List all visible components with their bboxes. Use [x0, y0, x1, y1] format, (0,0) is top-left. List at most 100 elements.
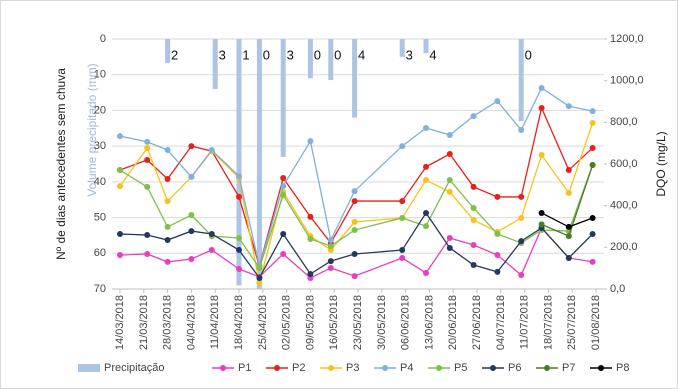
y-tick-label: 60	[94, 247, 106, 259]
series-point	[164, 176, 171, 182]
series-point	[494, 98, 501, 105]
series-point	[280, 251, 287, 257]
precipitation-bar	[399, 39, 405, 57]
series-point	[307, 236, 314, 242]
series-point	[144, 138, 151, 145]
dry-days-label: 4	[429, 47, 436, 62]
legend-label: P2	[292, 362, 305, 374]
x-tick-label: 11/04/2018	[209, 295, 221, 349]
y-tick-label: 70	[94, 283, 106, 295]
precipitation-bar	[212, 39, 218, 89]
series-point	[117, 183, 123, 190]
precipitation-bar	[328, 39, 334, 81]
series-point	[518, 238, 525, 245]
legend-label: Precipitação	[104, 362, 165, 374]
series-point	[280, 231, 287, 237]
x-tick-label: 09/05/2018	[304, 295, 316, 350]
x-tick-label: 16/05/2018	[328, 295, 340, 350]
legend-marker	[382, 365, 388, 371]
series-point	[164, 258, 171, 265]
series-line	[119, 105, 594, 269]
precipitation-bar	[236, 39, 242, 286]
series-point	[399, 198, 406, 205]
series-point	[589, 119, 596, 126]
dry-days-label: 0	[525, 47, 532, 62]
precipitation-bar	[352, 39, 358, 118]
series-point	[256, 279, 263, 286]
series-point	[307, 138, 314, 145]
series-point	[351, 273, 358, 280]
series-point	[538, 221, 545, 228]
series-point	[470, 183, 477, 190]
series-point	[188, 173, 195, 180]
y2-tick-label: 200,0	[610, 241, 638, 253]
series-point	[327, 243, 334, 250]
dry-days-label: 1	[242, 47, 249, 62]
x-tick-label: 11/07/2018	[519, 295, 531, 349]
x-tick-label: 20/06/2018	[447, 295, 459, 350]
legend-marker	[544, 365, 550, 371]
y-tick-label: 40	[94, 176, 106, 188]
series-point	[589, 108, 596, 115]
x-tick-label: 30/05/2018	[376, 295, 388, 350]
series-point	[538, 84, 545, 91]
series-point	[446, 151, 453, 157]
series-point	[236, 193, 242, 200]
y2-tick-label: 1200,0	[610, 33, 644, 45]
x-tick-label: 18/04/2018	[233, 295, 245, 350]
y-tick-label: 0	[100, 33, 106, 45]
series-point	[446, 132, 453, 139]
legend-label: P4	[400, 362, 413, 374]
dry-days-label: 4	[358, 47, 365, 62]
series-point	[470, 262, 477, 269]
series-point	[307, 213, 314, 220]
x-tick-label: 02/05/2018	[281, 295, 293, 350]
series-line	[119, 211, 594, 280]
y-axis-title: Nº de dias antecedentes sem chuva	[54, 68, 68, 260]
series-point	[164, 223, 171, 230]
dry-days-label: 2	[171, 47, 178, 62]
series-line	[119, 87, 593, 269]
legend-marker	[598, 365, 604, 371]
series-point	[423, 209, 429, 216]
x-tick-label: 04/04/2018	[185, 295, 197, 350]
series-point	[351, 251, 358, 257]
dry-days-label: 0	[263, 47, 270, 62]
series-point	[538, 152, 545, 159]
x-tick-label: 13/06/2018	[423, 295, 435, 350]
series-point	[589, 144, 596, 151]
precipitation-bar	[423, 39, 429, 54]
series-point	[470, 204, 477, 211]
series-point	[399, 254, 406, 261]
series-point	[565, 223, 572, 230]
legend-label: P6	[508, 362, 521, 374]
x-tick-label: 25/07/2018	[566, 295, 578, 350]
series-point	[565, 254, 572, 261]
series-point	[518, 193, 525, 200]
series-point	[399, 214, 406, 221]
x-tick-label: 18/07/2018	[542, 295, 554, 350]
dry-days-label: 3	[287, 47, 294, 62]
series-point	[327, 237, 334, 244]
series-point	[565, 103, 572, 110]
series-point	[446, 244, 453, 251]
legend-marker	[328, 365, 334, 371]
legend-marker	[436, 365, 442, 371]
legend-marker	[490, 365, 496, 371]
series-point	[280, 183, 287, 190]
x-tick-label: 28/03/2018	[162, 295, 174, 350]
series-point	[144, 251, 151, 257]
dry-days-label: 0	[314, 47, 321, 62]
series-point	[538, 104, 545, 111]
series-point	[144, 183, 151, 190]
series-point	[494, 231, 501, 237]
series-point	[518, 127, 525, 134]
series-point	[144, 232, 151, 239]
y2-tick-label: 400,0	[610, 200, 638, 212]
x-tick-label: 25/04/2018	[257, 295, 269, 350]
series-point	[351, 188, 358, 195]
series-line	[119, 226, 593, 279]
series-point	[423, 269, 429, 276]
y-tick-label: 10	[94, 69, 106, 81]
